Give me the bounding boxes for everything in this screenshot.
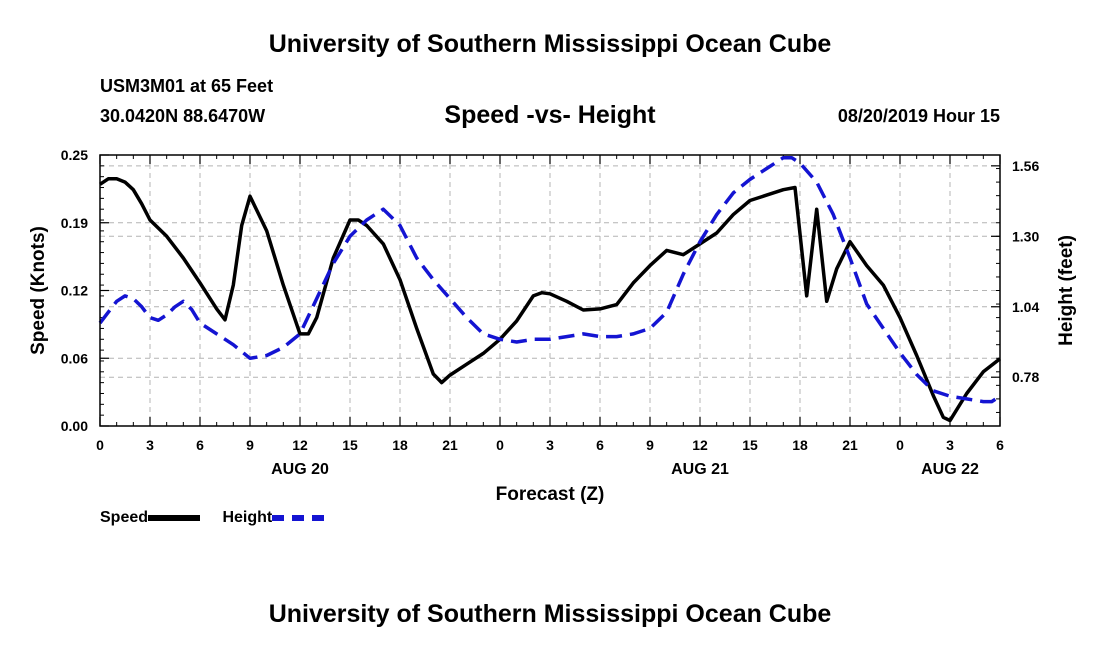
y2-tick-label: 1.30 (1012, 228, 1039, 244)
x-tick-label: 6 (596, 437, 604, 453)
x-tick-label: 12 (692, 437, 708, 453)
x-tick-label: 0 (896, 437, 904, 453)
x-tick-label: 6 (196, 437, 204, 453)
y-axis-title: Speed (Knots) (28, 226, 49, 355)
legend-speed-label: Speed (100, 509, 149, 526)
y2-tick-label: 1.04 (1012, 299, 1039, 315)
height-series-line (98, 155, 1001, 404)
y-tick-label: 0.19 (61, 215, 88, 231)
x-date-label: AUG 20 (271, 461, 329, 478)
x-tick-label: 6 (996, 437, 1004, 453)
legend-speed-swatch (148, 515, 201, 521)
footer-title: University of Southern Mississippi Ocean… (268, 600, 832, 628)
forecast-datetime: 08/20/2019 Hour 15 (837, 106, 1000, 126)
x-tick-label: 15 (742, 437, 758, 453)
y2-axis-title: Height (feet) (1056, 235, 1077, 346)
x-date-label: AUG 22 (921, 461, 979, 478)
x-tick-label: 18 (392, 437, 408, 453)
legend-height-swatch (272, 515, 325, 521)
y2-tick-label: 1.56 (1012, 158, 1039, 174)
y-tick-label: 0.06 (61, 350, 88, 366)
y-tick-label: 0.12 (61, 283, 88, 299)
x-tick-label: 9 (246, 437, 254, 453)
x-date-label: AUG 21 (671, 461, 729, 478)
y2-tick-label: 0.78 (1012, 369, 1039, 385)
x-tick-label: 3 (146, 437, 154, 453)
x-tick-label: 21 (842, 437, 858, 453)
x-tick-label: 0 (496, 437, 504, 453)
x-tick-label: 3 (946, 437, 954, 453)
x-tick-label: 3 (546, 437, 554, 453)
x-tick-label: 0 (96, 437, 104, 453)
speed-series-line (99, 177, 1002, 423)
legend-height-label: Height (222, 509, 273, 526)
x-tick-label: 9 (646, 437, 654, 453)
plot-frame (99, 154, 1001, 427)
x-tick-label: 18 (792, 437, 808, 453)
x-tick-label: 21 (442, 437, 458, 453)
y-tick-label: 0.25 (61, 147, 88, 163)
station-label: USM3M01 at 65 Feet (100, 76, 274, 96)
page-title: University of Southern Mississippi Ocean… (268, 30, 832, 58)
y-tick-label: 0.00 (61, 418, 88, 434)
legend-item-speed: Speed (100, 509, 201, 527)
coordinates-label: 30.0420N 88.6470W (100, 106, 266, 126)
legend-item-height: Height (222, 509, 325, 527)
legend: Speed Height (100, 509, 342, 527)
x-tick-label: 12 (292, 437, 308, 453)
x-axis-title: Forecast (Z) (496, 484, 605, 505)
x-tick-label: 15 (342, 437, 358, 453)
chart-title: Speed -vs- Height (444, 101, 656, 129)
